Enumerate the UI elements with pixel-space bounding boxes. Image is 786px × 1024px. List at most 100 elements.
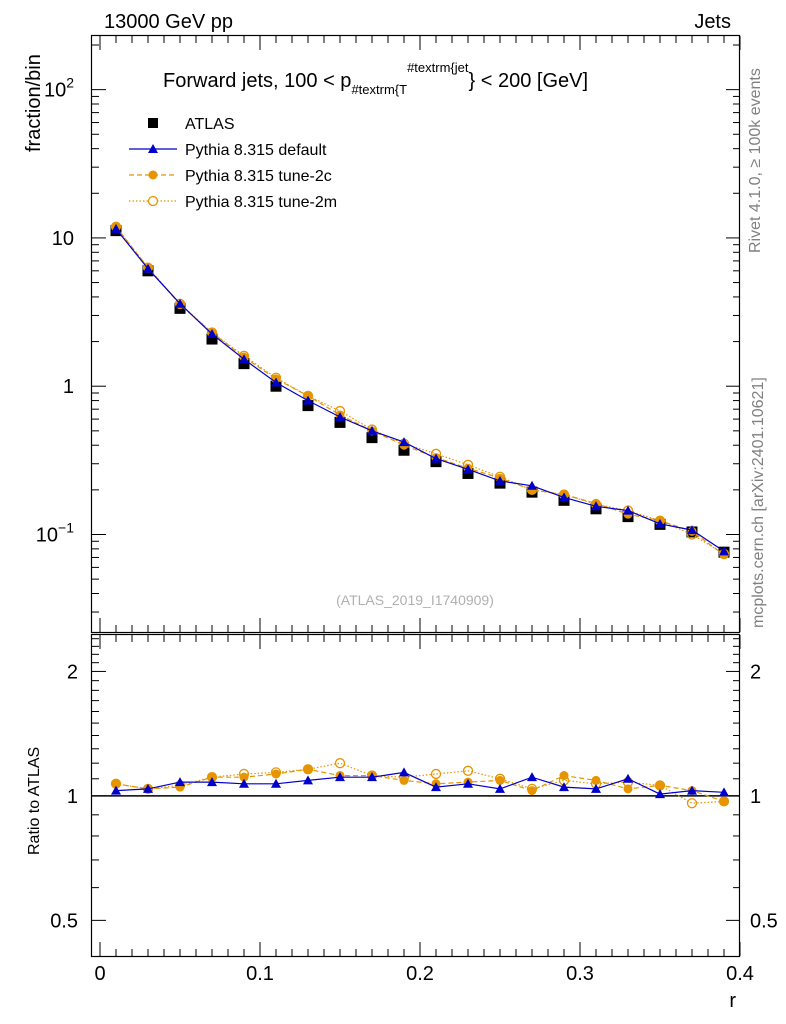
ratio-ytick-label-right: 1 (750, 786, 761, 808)
default-point (495, 475, 505, 485)
default-point (431, 453, 441, 463)
xtick-label: 0 (94, 963, 105, 985)
ratio-tune2c-point (111, 779, 121, 789)
title-suffix: } < 200 [GeV] (468, 70, 588, 92)
ratio-tune2m-point (462, 765, 474, 776)
legend-atlas-label: ATLAS (185, 116, 235, 133)
title-sub: #textrm{T (351, 82, 407, 97)
ratio-ytick-label: 1 (67, 786, 78, 808)
default-point (367, 425, 377, 435)
title-prefix: Forward jets, 100 < p (163, 70, 351, 92)
atlas-point (302, 400, 314, 412)
ratio-tune2c-point (399, 775, 409, 785)
ratio-default-point (527, 772, 537, 782)
ratio-default-point (687, 785, 697, 795)
ratio-series-line-1 (115, 768, 725, 802)
ratio-default-point (559, 782, 569, 792)
atlas-point (238, 358, 250, 370)
xtick-label: 0.4 (726, 963, 754, 985)
ratio-default-point (655, 789, 665, 799)
atlas-point (206, 333, 218, 345)
ratio-default-point (623, 773, 633, 783)
default-point (143, 263, 153, 273)
ratio-tune2c-point (271, 769, 281, 779)
default-point (463, 464, 473, 474)
atlas-point (366, 432, 378, 444)
default-point (559, 492, 569, 502)
default-point (399, 437, 409, 447)
legend-tune2m-label: Pythia 8.315 tune-2m (185, 194, 337, 211)
main-panel-frame (90, 34, 741, 634)
ratio-tune2m-point (430, 768, 442, 780)
ratio-series-line-0 (115, 771, 725, 795)
mcplots-label: mcplots.cern.ch [arXiv:2401.10621] (750, 377, 767, 628)
analysis-watermark: (ATLAS_2019_I1740909) (336, 592, 494, 608)
legend: ATLAS Pythia 8.315 default Pythia 8.315 … (129, 116, 337, 211)
main-ytick-label: 10 (52, 228, 74, 250)
main-series-line-1 (115, 228, 725, 552)
default-point (719, 546, 729, 556)
default-point (303, 395, 313, 405)
rivet-label: Rivet 4.1.0, ≥ 100k events (747, 68, 764, 253)
ratio-ytick-label-right: 0.5 (750, 910, 778, 932)
atlas-point (334, 416, 346, 428)
ratio-default-point (367, 772, 377, 782)
main-ytick-label: 1 (63, 376, 74, 398)
ratio-tune2c-point (719, 796, 729, 806)
default-point (527, 480, 537, 490)
default-point (239, 354, 249, 364)
ratio-default-point (175, 777, 185, 787)
main-title: Forward jets, 100 < p#textrm{T#textrm{je… (163, 60, 588, 97)
ratio-default-point (143, 783, 153, 793)
header-right: Jets (694, 11, 731, 33)
ratio-tune2c-point (559, 771, 569, 781)
legend-tune2m-marker (147, 195, 159, 207)
default-point (207, 328, 217, 338)
main-series-line-3 (115, 226, 725, 555)
ratio-ytick-label: 0.5 (50, 910, 78, 932)
atlas-point (462, 467, 474, 479)
atlas-point (398, 444, 410, 456)
ratio-default-point (239, 778, 249, 788)
header-left: 13000 GeV pp (104, 11, 233, 33)
main-ylabel: fraction/bin (23, 54, 45, 152)
ratio-default-point (111, 785, 121, 795)
legend-atlas-marker (148, 118, 158, 128)
default-point (111, 223, 121, 233)
xtick-label: 0.3 (566, 963, 594, 985)
ratio-tune2m-point (686, 798, 698, 809)
legend-tune2c-marker (148, 170, 158, 180)
ratio-default-point (431, 782, 441, 792)
default-point (591, 501, 601, 511)
x-axis-label: r (729, 990, 736, 1012)
xtick-label: 0.1 (246, 963, 274, 985)
ratio-default-point (495, 783, 505, 793)
default-point (175, 298, 185, 308)
main-ytick-label: 10−1 (36, 519, 74, 546)
default-point (335, 411, 345, 421)
ratio-ytick-label: 2 (67, 661, 78, 683)
ratio-default-point (303, 775, 313, 785)
legend-default-marker (148, 144, 158, 153)
ratio-default-point (719, 787, 729, 797)
ratio-ylabel: Ratio to ATLAS (26, 747, 43, 855)
ratio-series-line-2 (115, 762, 725, 804)
ratio-default-point (207, 777, 217, 787)
main-ytick-label: 102 (44, 75, 74, 102)
ratio-default-point (271, 778, 281, 788)
ratio-tune2c-point (303, 764, 313, 774)
ratio-default-point (591, 783, 601, 793)
ratio-tune2c-point (591, 775, 601, 785)
default-point (655, 518, 665, 528)
ratio-tune2c-point (623, 784, 633, 794)
default-point (623, 505, 633, 515)
title-sup: #textrm{jet (407, 60, 469, 75)
legend-tune2c-label: Pythia 8.315 tune-2c (185, 168, 332, 185)
ratio-tune2m-point (334, 758, 346, 769)
xtick-label: 0.2 (406, 963, 434, 985)
ratio-tune2c-point (239, 772, 249, 782)
ratio-tune2c-point (655, 780, 665, 790)
ratio-default-point (399, 767, 409, 777)
main-series-line-2 (115, 226, 725, 556)
